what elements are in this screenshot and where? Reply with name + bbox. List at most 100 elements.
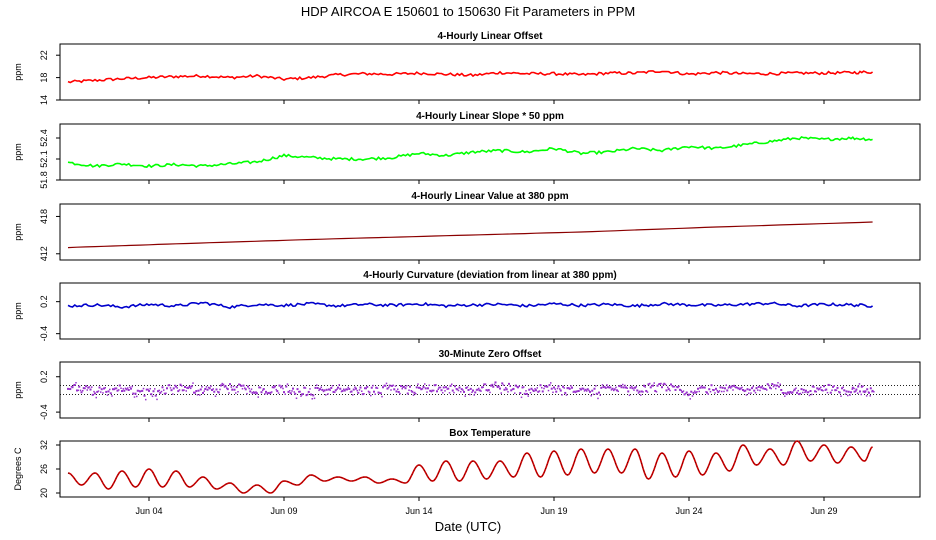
data-point [539, 384, 542, 387]
data-point [691, 395, 694, 397]
data-point [508, 382, 510, 385]
data-point [853, 390, 856, 393]
data-point [365, 387, 367, 390]
series-line-overlay [67, 440, 873, 494]
y-tick-label: -0.4 [39, 404, 49, 420]
data-point [222, 383, 225, 386]
data-point [305, 394, 308, 397]
data-point [797, 389, 799, 392]
data-point [707, 393, 709, 395]
data-point [721, 390, 723, 393]
data-point [415, 392, 417, 395]
panel-title: 4-Hourly Curvature (deviation from linea… [363, 270, 616, 281]
data-point [100, 391, 102, 393]
data-point [715, 387, 717, 390]
data-point [204, 387, 207, 390]
data-point [219, 388, 221, 391]
data-point [778, 385, 780, 388]
data-point [716, 389, 718, 392]
data-point [260, 391, 263, 394]
data-point [836, 386, 839, 389]
data-point [95, 396, 97, 399]
data-point [649, 382, 651, 385]
data-point [433, 384, 436, 387]
data-point [141, 389, 144, 392]
data-point [73, 383, 76, 386]
data-point [210, 385, 212, 387]
data-point [583, 390, 586, 392]
data-point [368, 391, 371, 394]
data-point [592, 393, 595, 396]
data-point [151, 395, 154, 398]
y-tick-label: -0.4 [39, 326, 49, 342]
data-point [521, 386, 524, 389]
data-point [505, 386, 507, 389]
data-point [77, 389, 79, 392]
data-point [637, 392, 640, 394]
data-point [363, 393, 365, 395]
data-point [343, 389, 346, 392]
data-point [237, 391, 239, 393]
data-point [818, 387, 821, 390]
data-point [316, 384, 318, 386]
data-point [718, 390, 721, 392]
data-point [620, 386, 623, 389]
data-point [408, 389, 410, 392]
data-point [730, 385, 733, 388]
data-point [409, 385, 411, 388]
data-point [320, 386, 322, 388]
data-point [595, 385, 597, 387]
data-point [118, 384, 121, 387]
data-point [529, 392, 532, 394]
data-point [313, 397, 316, 400]
data-point [499, 387, 501, 390]
data-point [183, 389, 185, 391]
data-point [78, 385, 81, 388]
data-point [855, 390, 857, 392]
data-point [271, 386, 274, 389]
data-point [483, 383, 486, 386]
data-point [690, 390, 693, 393]
data-point [784, 392, 787, 395]
data-point [750, 392, 752, 394]
data-point [197, 389, 200, 392]
data-point [451, 389, 454, 392]
data-point [573, 390, 576, 393]
data-point [723, 390, 725, 393]
data-point [519, 392, 522, 395]
data-point [473, 394, 475, 396]
data-point [453, 391, 455, 394]
data-point [514, 392, 516, 394]
data-point [159, 391, 162, 394]
data-point [674, 388, 677, 391]
data-point [139, 390, 141, 393]
data-point [849, 394, 851, 396]
data-point [145, 388, 148, 391]
y-tick-label: 52.4 [39, 129, 49, 147]
data-point [622, 383, 624, 386]
data-point [725, 384, 727, 386]
data-point [302, 393, 304, 395]
data-point [514, 384, 517, 387]
data-point [748, 392, 750, 395]
data-point [289, 389, 291, 392]
panel-title: 30-Minute Zero Offset [439, 349, 542, 360]
data-point [580, 388, 582, 391]
data-point [262, 389, 264, 392]
data-point [862, 385, 864, 387]
data-point [316, 387, 319, 390]
data-point [354, 386, 356, 388]
data-point [589, 390, 591, 393]
data-point [496, 384, 498, 387]
data-point [240, 384, 243, 387]
data-point [323, 389, 326, 392]
data-point [568, 387, 571, 390]
data-point [255, 391, 257, 393]
data-point [154, 394, 157, 397]
data-point [91, 386, 93, 388]
data-point [809, 390, 812, 393]
data-point [386, 387, 389, 390]
data-point [658, 383, 661, 386]
data-point [741, 386, 743, 389]
data-point [835, 389, 838, 391]
